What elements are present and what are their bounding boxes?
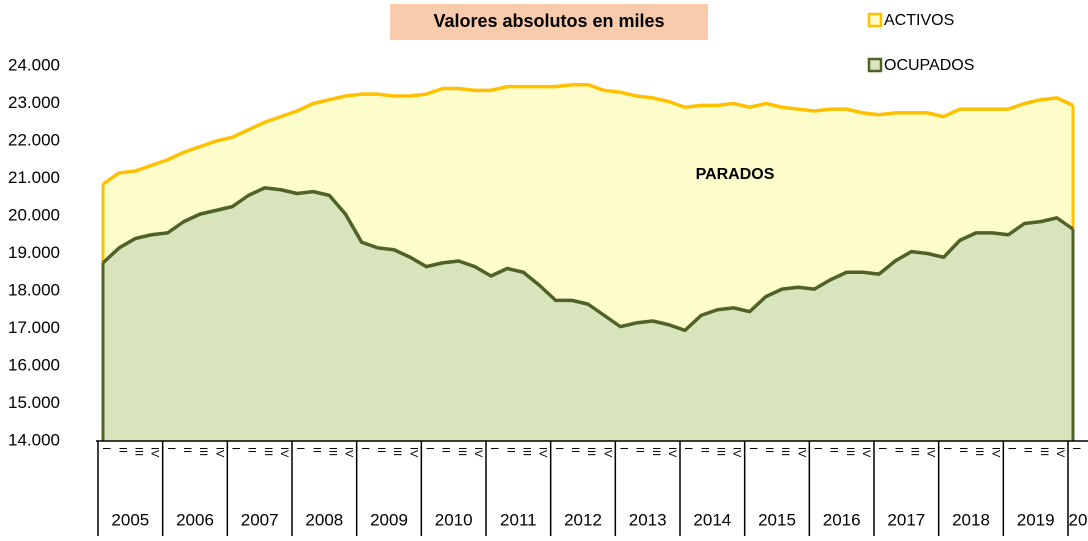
quarter-label: III xyxy=(714,447,726,456)
annotation: PARADOS xyxy=(696,166,775,183)
quarter-label: IV xyxy=(213,447,225,458)
quarter-label: IV xyxy=(149,447,161,458)
y-tick-label: 20.000 xyxy=(8,205,60,224)
quarter-label: I xyxy=(1005,447,1017,450)
quarter-label: III xyxy=(585,447,597,456)
year-label: 2011 xyxy=(500,510,537,529)
quarter-label: IV xyxy=(278,447,290,458)
y-tick-label: 18.000 xyxy=(8,280,60,299)
quarter-label: III xyxy=(908,447,920,456)
legend-label: OCUPADOS xyxy=(884,57,974,74)
quarter-label: II xyxy=(698,447,710,453)
quarter-label: III xyxy=(132,447,144,456)
year-label: 2010 xyxy=(435,510,473,529)
year-label: 2013 xyxy=(629,510,667,529)
legend-label: ACTIVOS xyxy=(884,12,954,29)
year-label: 2008 xyxy=(305,510,343,529)
quarter-label: IV xyxy=(407,447,419,458)
quarter-label: II xyxy=(892,447,904,453)
quarter-label: IV xyxy=(601,447,613,458)
y-tick-label: 22.000 xyxy=(8,130,60,149)
year-label: 2012 xyxy=(564,510,602,529)
legend-swatch xyxy=(867,12,883,28)
quarter-label: II xyxy=(181,447,193,453)
quarter-label: I xyxy=(165,447,177,450)
quarter-label: II xyxy=(569,447,581,453)
quarter-label: I xyxy=(488,447,500,450)
quarter-label: II xyxy=(957,447,969,453)
quarter-label: IV xyxy=(1054,447,1066,458)
quarter-label: II xyxy=(310,447,322,453)
chart-title: Valores absolutos en miles xyxy=(433,11,664,31)
quarter-label: I xyxy=(229,447,241,450)
y-tick-label: 23.000 xyxy=(8,93,60,112)
quarter-label: II xyxy=(828,447,840,453)
quarter-label: IV xyxy=(989,447,1001,458)
year-label: 2006 xyxy=(176,510,214,529)
y-tick-label: 21.000 xyxy=(8,168,60,187)
year-label: 2007 xyxy=(241,510,279,529)
quarter-label: III xyxy=(456,447,468,456)
series-line xyxy=(101,186,1074,333)
quarter-label: IV xyxy=(731,447,743,458)
quarter-label: III xyxy=(1038,447,1050,456)
quarter-label: I xyxy=(682,447,694,450)
y-tick-label: 19.000 xyxy=(8,243,60,262)
quarter-label: IV xyxy=(343,447,355,458)
quarter-label: I xyxy=(1070,447,1082,450)
year-label: 2018 xyxy=(952,510,990,529)
year-label: 2015 xyxy=(758,510,796,529)
quarter-label: II xyxy=(504,447,516,453)
series-line xyxy=(102,83,1074,186)
year-label: 2016 xyxy=(823,510,861,529)
quarter-label: IV xyxy=(925,447,937,458)
quarter-label: I xyxy=(941,447,953,450)
quarter-label: II xyxy=(375,447,387,453)
quarter-label: II xyxy=(634,447,646,453)
quarter-label: I xyxy=(100,447,112,450)
y-tick-label: 14.000 xyxy=(8,430,60,449)
quarter-label: I xyxy=(617,447,629,450)
year-label: 2005 xyxy=(111,510,149,529)
year-label: 2017 xyxy=(887,510,925,529)
quarter-label: III xyxy=(197,447,209,456)
quarter-label: IV xyxy=(795,447,807,458)
quarter-label: III xyxy=(779,447,791,456)
quarter-label: II xyxy=(1022,447,1034,453)
quarter-label: III xyxy=(262,447,274,456)
y-tick-label: 16.000 xyxy=(8,355,60,374)
quarter-label: III xyxy=(844,447,856,456)
y-tick-label: 17.000 xyxy=(8,318,60,337)
quarter-label: II xyxy=(763,447,775,453)
quarter-label: II xyxy=(116,447,128,453)
quarter-label: I xyxy=(747,447,759,450)
year-label: 2019 xyxy=(1017,510,1055,529)
quarter-label: I xyxy=(876,447,888,450)
year-label: 2014 xyxy=(693,510,731,529)
quarter-label: IV xyxy=(537,447,549,458)
quarter-label: IV xyxy=(666,447,678,458)
y-tick-label: 24.000 xyxy=(8,55,60,74)
legend-swatch xyxy=(867,57,883,73)
quarter-label: III xyxy=(326,447,338,456)
y-tick-label: 15.000 xyxy=(8,393,60,412)
quarter-label: I xyxy=(359,447,371,450)
quarter-label: I xyxy=(423,447,435,450)
quarter-label: II xyxy=(246,447,258,453)
quarter-label: I xyxy=(553,447,565,450)
quarter-label: III xyxy=(391,447,403,456)
quarter-label: III xyxy=(973,447,985,456)
quarter-label: I xyxy=(811,447,823,450)
quarter-label: III xyxy=(650,447,662,456)
area-fill xyxy=(103,187,1073,441)
quarter-label: III xyxy=(520,447,532,456)
quarter-label: IV xyxy=(472,447,484,458)
title-box xyxy=(390,4,708,40)
quarter-label: IV xyxy=(860,447,872,458)
year-label: 2009 xyxy=(370,510,408,529)
year-label: 20 xyxy=(1069,510,1088,529)
quarter-label: I xyxy=(294,447,306,450)
quarter-label: II xyxy=(440,447,452,453)
